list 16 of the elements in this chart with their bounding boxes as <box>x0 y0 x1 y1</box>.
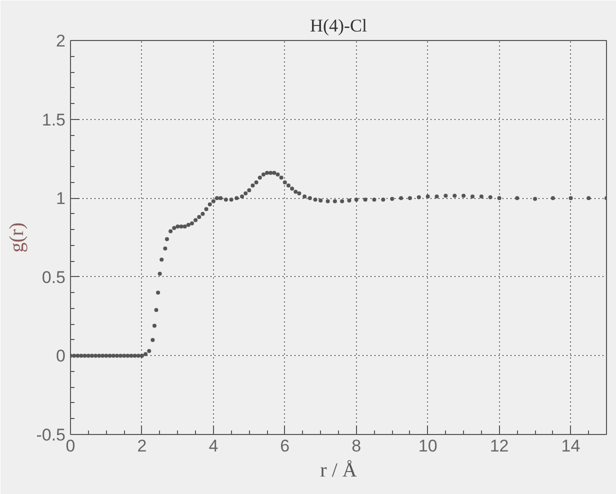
y-tick-label: 0.5 <box>42 268 66 287</box>
x-tick-label: 12 <box>490 436 509 456</box>
y-axis-title: g(r) <box>6 222 28 252</box>
chart-title: H(4)-Cl <box>310 16 368 36</box>
x-tick-label: 10 <box>418 436 438 456</box>
y-tick-label: 1.5 <box>42 110 66 130</box>
x-tick-label: 4 <box>208 436 218 456</box>
y-tick-label: 1 <box>56 189 66 208</box>
x-tick-label: 6 <box>280 436 290 456</box>
y-tick-label: -0.5 <box>36 426 66 444</box>
x-tick-label: 14 <box>561 436 580 456</box>
y-tick-label: 2 <box>56 32 66 50</box>
x-axis-title: r / Å <box>320 460 358 482</box>
x-tick-label: 8 <box>352 436 362 456</box>
x-tick-label: 2 <box>137 436 147 456</box>
y-tick-label: 0 <box>56 346 66 366</box>
